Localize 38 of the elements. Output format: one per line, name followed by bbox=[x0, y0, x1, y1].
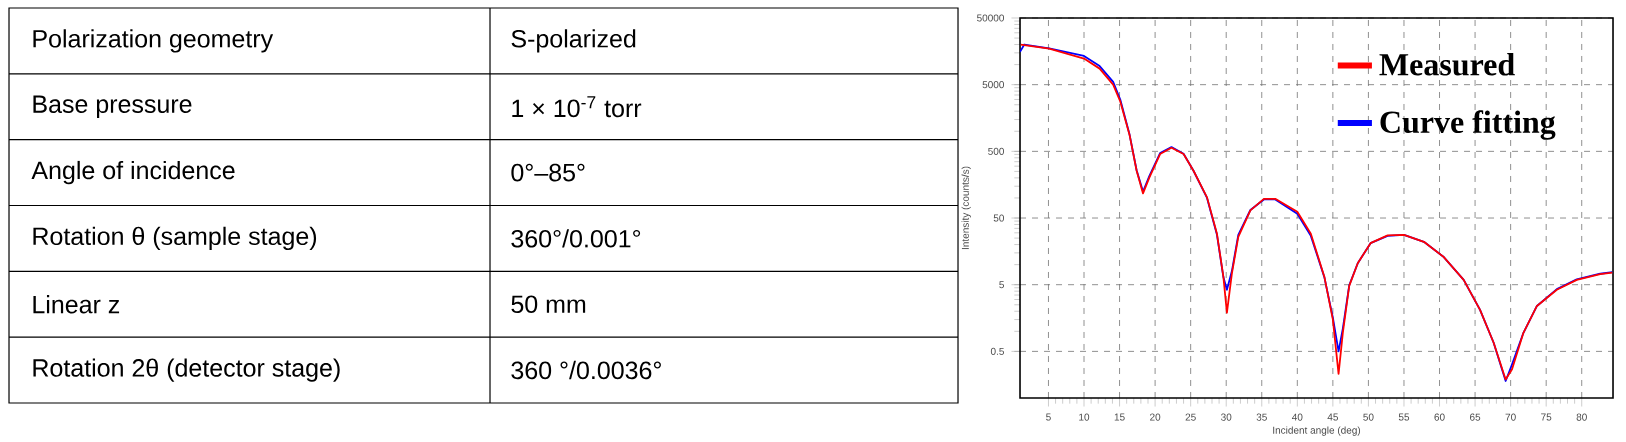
y-tick-label: 500 bbox=[988, 147, 1005, 155]
x-tick-label: 5 bbox=[1046, 413, 1051, 421]
x-tick-label: 65 bbox=[1470, 413, 1481, 421]
x-tick-label: 35 bbox=[1256, 413, 1267, 421]
x-tick-label: 60 bbox=[1434, 413, 1445, 421]
text: Rotation θ (sample stage) bbox=[33, 226, 317, 250]
text: Angle of incidence bbox=[31, 160, 235, 185]
legend-label: Curve fitting bbox=[1380, 110, 1556, 140]
text: Linear z bbox=[33, 294, 120, 314]
text: 0°–85° bbox=[511, 163, 585, 182]
x-tick-label: 20 bbox=[1150, 413, 1161, 421]
x-tick-label: 10 bbox=[1079, 413, 1090, 421]
text: Polarization geometry bbox=[33, 29, 274, 53]
x-axis-title: Incident angle (deg) bbox=[1273, 426, 1361, 436]
y-axis-title: Intensity (counts/s) bbox=[961, 166, 971, 249]
x-tick-label: 15 bbox=[1114, 413, 1125, 421]
y-tick-label: 5000 bbox=[982, 80, 1005, 89]
y-tick-label: 0.5 bbox=[990, 347, 1004, 355]
text: 360°/0.001° bbox=[511, 229, 641, 248]
x-tick-label: 45 bbox=[1327, 413, 1339, 421]
y-tick-label: 5 bbox=[999, 281, 1004, 288]
x-tick-label: 80 bbox=[1576, 413, 1587, 421]
text: 50 mm bbox=[511, 295, 586, 313]
x-tick-label: 55 bbox=[1398, 413, 1410, 421]
x-tick-label: 30 bbox=[1221, 413, 1232, 421]
text: S-polarized bbox=[511, 29, 636, 53]
text: Base pressure bbox=[33, 95, 192, 118]
text: 360 °/0.0036° bbox=[511, 360, 661, 380]
text: Rotation 2θ (detector stage) bbox=[33, 358, 340, 382]
x-tick-label: 25 bbox=[1185, 413, 1196, 421]
x-tick-label: 50 bbox=[1363, 413, 1374, 421]
y-tick-label: 50 bbox=[993, 214, 1005, 222]
y-tick-label: 50000 bbox=[977, 14, 1005, 22]
x-tick-label: 40 bbox=[1291, 413, 1303, 421]
x-tick-label: 70 bbox=[1505, 413, 1516, 421]
legend-label: Measured bbox=[1379, 52, 1515, 76]
text: 1 × 10$^{-7}$ torr bbox=[512, 96, 642, 118]
x-tick-label: 75 bbox=[1541, 413, 1552, 421]
